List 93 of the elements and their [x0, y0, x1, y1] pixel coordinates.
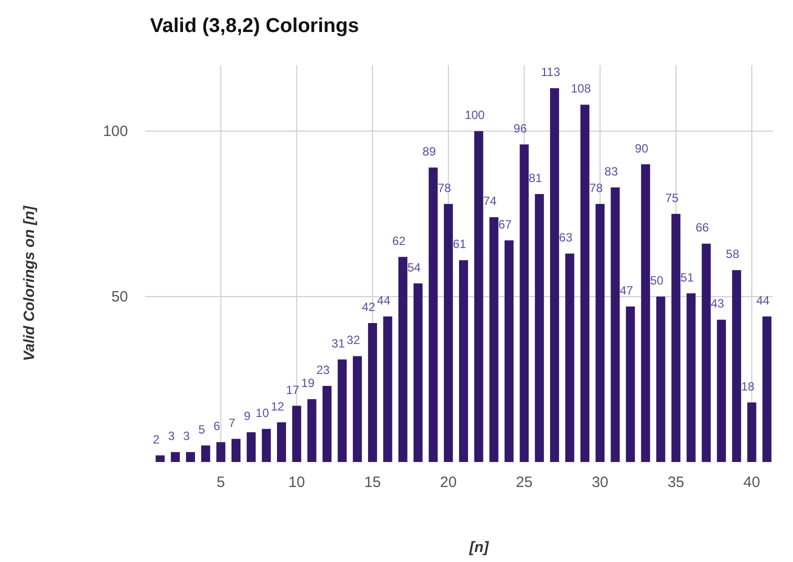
data-label: 61 [452, 237, 467, 252]
data-label: 3 [168, 429, 175, 444]
bar [262, 428, 271, 462]
data-label: 62 [392, 234, 406, 248]
bar [534, 194, 544, 462]
bar [156, 455, 165, 462]
data-label: 58 [726, 247, 740, 262]
data-label: 67 [498, 217, 512, 232]
bar [428, 168, 438, 462]
x-tick-label: 35 [668, 474, 684, 491]
data-label: 66 [696, 220, 710, 235]
chart-title: Valid (3,8,2) Colorings [150, 15, 359, 37]
data-label: 42 [362, 300, 376, 314]
data-label: 113 [540, 65, 560, 80]
x-tick-label: 25 [516, 474, 533, 491]
bar [702, 244, 711, 462]
bar [292, 406, 302, 462]
data-label: 6 [214, 419, 220, 434]
data-label: 51 [680, 270, 694, 284]
bar [671, 214, 680, 462]
data-label: 81 [528, 171, 542, 186]
bar [170, 452, 180, 462]
data-label: 7 [228, 416, 236, 430]
bar [550, 88, 560, 462]
x-tick-label: 40 [743, 474, 760, 491]
data-label: 83 [604, 164, 618, 178]
bar [656, 296, 666, 462]
data-label: 78 [589, 180, 604, 195]
bar [186, 452, 196, 462]
x-tick-label: 10 [288, 474, 306, 491]
bar [489, 217, 498, 462]
bar [580, 104, 590, 462]
data-label: 50 [650, 274, 664, 288]
data-label: 23 [316, 362, 330, 377]
data-label: 31 [332, 336, 346, 350]
data-label: 12 [270, 399, 285, 414]
data-label: 100 [464, 108, 486, 122]
bar [246, 432, 256, 462]
bar [352, 356, 362, 462]
bar [762, 316, 772, 462]
bar [596, 204, 605, 462]
bar [368, 323, 378, 462]
data-label: 78 [438, 180, 452, 195]
data-label: 32 [346, 333, 360, 348]
data-label: 89 [422, 144, 436, 159]
bar [444, 204, 453, 462]
data-label: 43 [710, 296, 724, 311]
x-tick-label: 5 [216, 474, 226, 491]
bar [504, 240, 514, 462]
data-label: 63 [559, 230, 573, 245]
data-label: 17 [286, 382, 300, 397]
bar [716, 320, 726, 462]
bar [520, 144, 529, 462]
data-label: 18 [741, 379, 755, 394]
bar [216, 442, 226, 462]
bar [732, 270, 742, 462]
bar [383, 316, 392, 462]
data-label: 75 [665, 190, 679, 205]
x-tick-label: 15 [364, 474, 381, 491]
bar [747, 402, 756, 462]
bar [338, 359, 347, 462]
x-tick-label: 30 [592, 474, 608, 491]
bar [459, 260, 468, 462]
data-label: 90 [634, 141, 649, 156]
data-label: 44 [756, 293, 770, 308]
bar [201, 445, 210, 462]
data-label: 5 [198, 422, 206, 436]
data-label: 108 [570, 82, 592, 96]
x-tick-label: 20 [440, 474, 457, 491]
bar [307, 399, 316, 462]
bar [474, 131, 484, 462]
bar [398, 256, 408, 462]
data-label: 19 [301, 376, 315, 390]
bar [232, 438, 241, 462]
data-label: 54 [407, 260, 422, 274]
bar [641, 164, 650, 462]
bar [565, 254, 574, 462]
bar [686, 293, 696, 462]
bar [610, 187, 620, 462]
bar [277, 422, 286, 462]
x-axis-title: [n] [468, 539, 490, 556]
data-label: 9 [244, 409, 251, 424]
data-label: 74 [483, 194, 497, 208]
data-label: 2 [152, 432, 160, 446]
bar [414, 283, 423, 462]
data-label: 10 [256, 406, 270, 420]
data-label: 44 [377, 293, 391, 308]
data-label: 96 [514, 121, 528, 136]
data-label: 47 [620, 284, 634, 298]
bar [626, 306, 635, 462]
y-axis-title: Valid Colorings on [n] [21, 204, 38, 362]
data-label: 3 [183, 429, 190, 444]
bar [322, 386, 332, 462]
